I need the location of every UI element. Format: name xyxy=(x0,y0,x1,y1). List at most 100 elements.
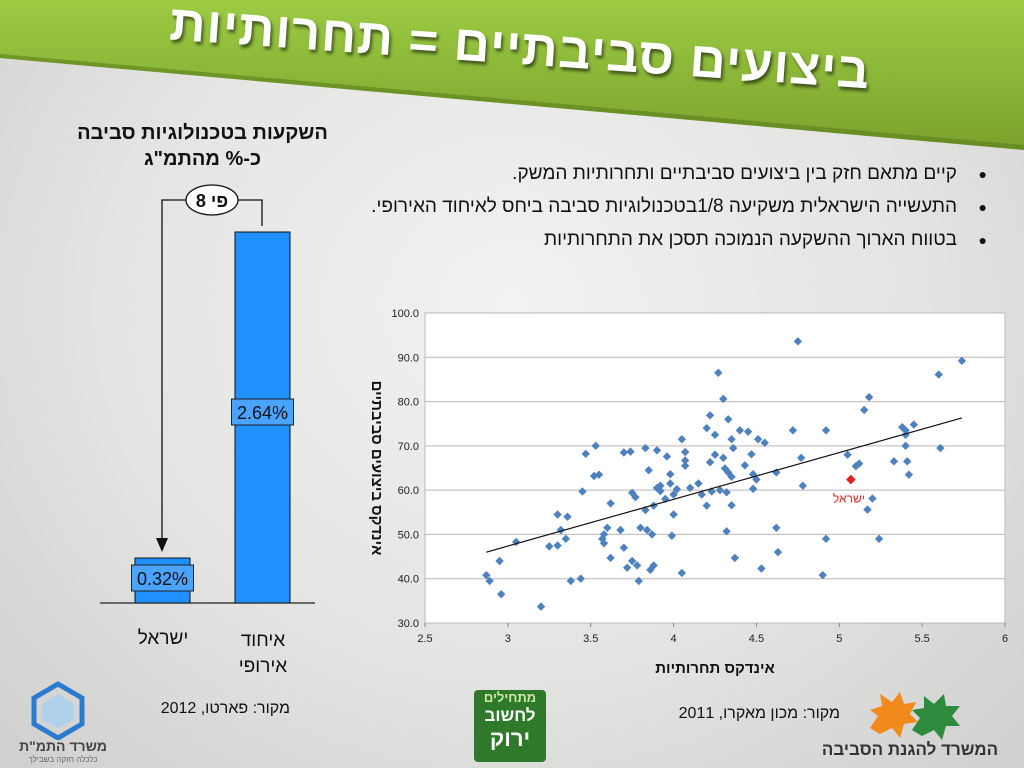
data-point xyxy=(606,499,615,508)
data-point xyxy=(957,356,967,366)
bar-label-eu: איחוד אירופי xyxy=(218,628,308,680)
bullet-item: בטווח הארוך ההשקעה הנמוכה תסכן את התחרות… xyxy=(370,226,995,254)
x-axis-label: אינדקס תחרותיות xyxy=(655,660,774,677)
data-point xyxy=(641,443,650,453)
green-campaign-logo: מתחילים לחשוב ירוק xyxy=(474,690,546,762)
data-point xyxy=(753,435,763,444)
data-point xyxy=(903,457,912,466)
bar-label-israel-line1: ישראל xyxy=(137,628,189,649)
data-point xyxy=(495,556,504,566)
left-source: מקור: פארטו, 2012 xyxy=(160,700,290,717)
y-tick-label: 80.0 xyxy=(398,397,419,409)
left-chart-title-line2: כ-% מהתמ"ג xyxy=(143,148,262,170)
x-tick-label: 2.5 xyxy=(417,633,432,645)
data-point xyxy=(662,452,672,461)
data-point xyxy=(863,505,872,514)
y-tick-label: 30.0 xyxy=(398,618,419,630)
data-point xyxy=(652,446,662,455)
bar-label-eu-line2: אירופי xyxy=(238,656,288,677)
bar-value-box xyxy=(131,564,194,592)
data-point xyxy=(705,458,715,467)
data-point xyxy=(669,490,678,499)
data-point xyxy=(821,534,831,544)
data-point xyxy=(874,534,884,544)
data-point xyxy=(616,525,625,535)
data-point xyxy=(727,501,736,510)
israel-label: ישראל xyxy=(833,492,865,506)
data-point xyxy=(727,435,736,444)
investment-bar-chart: 0.32% 2.64% פי 8 xyxy=(100,184,315,604)
bar-value-box xyxy=(231,398,294,426)
data-point xyxy=(859,405,869,415)
y-axis-label: אינדקס ביצועים סביבתיים xyxy=(368,381,385,556)
x-tick-label: 4.5 xyxy=(749,633,764,645)
bullet-list: קיים מתאם חזק בין ביצועים סביבתיים ותחרו… xyxy=(370,160,995,259)
green-campaign-line1: מתחילים xyxy=(483,690,537,705)
data-point xyxy=(889,457,899,466)
data-point xyxy=(631,493,640,502)
green-campaign-line2: לחשוב xyxy=(484,706,536,725)
data-point xyxy=(752,475,761,484)
economy-ministry-tagline: כלכלה חזקה בשבילך xyxy=(28,755,98,764)
bar-label-israel: ישראל xyxy=(118,628,208,650)
data-point xyxy=(661,494,670,504)
data-point xyxy=(898,423,907,432)
bar-label-eu-line1: איחוד xyxy=(240,630,286,651)
data-point xyxy=(868,494,877,503)
data-point xyxy=(669,510,678,519)
data-point xyxy=(626,447,635,456)
data-point xyxy=(553,541,562,550)
data-point xyxy=(642,525,652,535)
title-banner xyxy=(0,0,1024,150)
data-point xyxy=(710,450,720,459)
data-point xyxy=(627,556,637,566)
data-point xyxy=(748,484,758,494)
israel-point xyxy=(846,474,856,485)
plot-area xyxy=(424,312,1006,624)
data-point xyxy=(864,392,874,402)
data-point xyxy=(854,459,864,468)
data-point xyxy=(715,485,725,495)
data-point xyxy=(705,411,715,420)
data-point xyxy=(748,470,758,479)
data-point xyxy=(773,547,783,557)
data-point xyxy=(594,470,604,479)
bullet-item: התעשייה הישראלית משקיעה 1/8בטכנולוגיות ס… xyxy=(370,193,995,221)
x-tick-label: 5 xyxy=(836,633,842,645)
data-point xyxy=(553,510,562,519)
bar-value-label: 2.64% xyxy=(237,403,288,423)
arrow-head-icon xyxy=(156,538,168,552)
data-point xyxy=(694,479,703,488)
data-point xyxy=(909,420,919,429)
data-point xyxy=(511,537,521,547)
badge-ellipse xyxy=(185,184,239,216)
y-tick-label: 90.0 xyxy=(398,352,419,364)
data-point xyxy=(901,426,910,435)
x-tick-label: 3 xyxy=(505,633,511,645)
economy-ministry-logo-icon xyxy=(31,681,85,740)
y-tick-label: 40.0 xyxy=(398,574,419,586)
trendline xyxy=(486,417,963,553)
data-point xyxy=(677,568,687,578)
x-tick-label: 4 xyxy=(671,633,677,645)
left-chart-title: השקעות בטכנולוגיות סביבה כ-% מהתמ"ג xyxy=(40,120,365,172)
scatter-chart: 30.0 40.0 50.0 60.0 70.0 80.0 90.0 100.0 2.5 3 3.5… xyxy=(368,308,1008,677)
left-chart-title-line1: השקעות בטכנולוגיות סביבה xyxy=(77,122,328,144)
bullet-item: קיים מתאם חזק בין ביצועים סביבתיים ותחרו… xyxy=(370,160,995,188)
data-point xyxy=(710,430,720,439)
x-tick-label: 6 xyxy=(1002,633,1008,645)
data-point xyxy=(666,479,675,488)
data-point xyxy=(843,450,852,459)
badge-label: פי 8 xyxy=(196,191,228,211)
bar-value-label: 0.32% xyxy=(137,569,188,589)
data-point xyxy=(901,441,910,451)
leaves-logo-icon xyxy=(870,692,960,740)
y-tick-label: 50.0 xyxy=(398,529,419,541)
data-point xyxy=(563,512,572,521)
environment-ministry-name: המשרד להגנת הסביבה xyxy=(821,740,999,759)
green-campaign-line3: ירוק xyxy=(489,726,531,751)
scatter-source: מקור: מכון מאקרו, 2011 xyxy=(678,705,840,722)
data-point xyxy=(578,487,587,496)
data-point xyxy=(536,602,546,611)
x-tick-label: 3.5 xyxy=(583,633,598,645)
